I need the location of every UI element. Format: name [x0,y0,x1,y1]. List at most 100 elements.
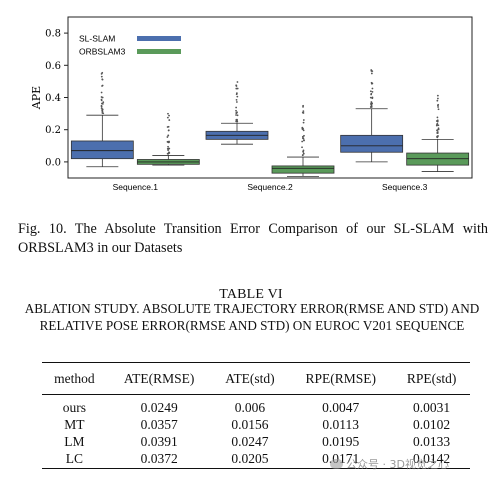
figure-caption: Fig. 10. The Absolute Transition Error C… [18,221,488,256]
cell-method: ours [62,400,86,415]
wechat-icon [330,459,343,469]
outlier-point [370,106,373,108]
outlier-point [303,134,305,137]
outlier-point [166,136,169,138]
table-row: MT 0.0357 0.0156 0.0113 0.0102 [42,416,470,433]
outlier-point [100,75,103,78]
watermark: 公众号 · 3D视觉之心 [330,456,449,472]
outlier-point [236,95,239,98]
outlier-point [166,152,169,155]
outlier-point [301,154,304,157]
x-category-label: Sequence.3 [382,182,428,192]
outlier-point [436,104,439,107]
cell-rpe-std: 0.0031 [413,400,451,415]
cell-ate-rmse: 0.0391 [140,434,178,449]
outlier-point [101,78,104,81]
cell-rpe-std: 0.0142 [393,450,470,469]
cell-ate-std: 0.0205 [211,450,289,469]
outlier-point [370,103,372,105]
cell-rpe-std: 0.0102 [413,417,451,432]
outlier-point [101,108,104,111]
table-row: LM 0.0391 0.0247 0.0195 0.0133 [42,433,470,450]
outlier-point [235,114,237,116]
legend-swatch [137,49,181,54]
outlier-point [168,119,171,121]
header-rpe-rmse: RPE(RMSE) [288,362,394,395]
cell-rpe-rmse: 0.0195 [322,434,360,449]
y-tick-label: 0.6 [45,61,61,72]
cell-rpe-std: 0.0133 [413,434,451,449]
table-header-row: method ATE(RMSE) ATE(std) RPE(RMSE) RPE(… [42,362,470,395]
outlier-point [235,98,238,101]
outlier-point [436,116,439,119]
y-axis-label: APE [30,86,43,110]
outlier-point [437,108,440,111]
outlier-point [370,69,373,71]
outlier-point [303,139,305,142]
legend-label: SL-SLAM [79,34,115,44]
outlier-point [370,93,373,96]
outlier-point [101,85,103,87]
outlier-point [437,128,440,131]
outlier-point [369,96,372,99]
outlier-point [235,120,238,122]
outlier-point [371,96,374,99]
legend-label: ORBSLAM3 [79,47,126,57]
outlier-point [236,87,239,90]
outlier-point [235,84,238,87]
x-category-label: Sequence.1 [113,182,159,192]
outlier-point [436,132,439,135]
outlier-point [437,124,440,127]
outlier-point [436,99,439,102]
legend-swatch [137,36,181,41]
header-ate-rmse: ATE(RMSE) [106,362,212,395]
outlier-point [436,122,439,125]
y-tick-label: 0.2 [45,125,61,136]
outlier-point [166,116,169,119]
outlier-point [235,87,238,90]
table-title: TABLE VI [219,287,283,302]
cell-method: LC [42,450,107,469]
outlier-point [301,140,304,143]
ape-boxplot-chart: APE 0.0 0.2 0.4 0.6 0.8 Sequence.1 Sequence.2 Se… [30,16,473,192]
cell-rpe-rmse: 0.0113 [322,417,360,432]
outlier-point [168,140,170,143]
outlier-point [236,81,239,83]
outlier-point [301,126,304,129]
y-tick-label: 0.0 [45,157,61,168]
outlier-point [435,120,438,122]
outlier-point [437,97,439,100]
outlier-point [102,112,105,115]
outlier-point [100,107,103,110]
outlier-point [167,134,170,137]
box [70,140,134,160]
outlier-point [168,147,171,150]
outlier-point [168,151,170,154]
outlier-point [301,146,303,149]
cell-ate-rmse: 0.0372 [106,450,212,469]
outlier-point [371,70,374,73]
header-method: method [42,362,107,395]
cell-method: MT [64,417,85,432]
outlier-point [235,101,238,103]
box [340,134,404,153]
table-row: LC 0.0372 0.0205 0.0171 0.0142 [42,450,470,469]
outlier-point [437,106,439,108]
watermark-text: 公众号 · 3D视觉之心 [346,458,449,471]
table-subtitle: Ablation Study. Absolute Trajectory Erro… [24,301,480,333]
outlier-point [371,90,374,93]
outlier-point [100,99,103,102]
cell-rpe-rmse: 0.0047 [322,400,360,415]
outlier-point [235,109,237,112]
outlier-point [301,137,304,140]
outlier-point [100,104,103,107]
cell-ate-std: 0.0247 [231,434,269,449]
outlier-point [302,112,305,114]
outlier-point [236,111,238,114]
outlier-point [101,102,104,105]
cell-ate-rmse: 0.0357 [140,417,178,432]
outlier-point [302,119,305,121]
outlier-point [167,129,170,132]
box [271,165,335,174]
outlier-point [302,110,305,112]
